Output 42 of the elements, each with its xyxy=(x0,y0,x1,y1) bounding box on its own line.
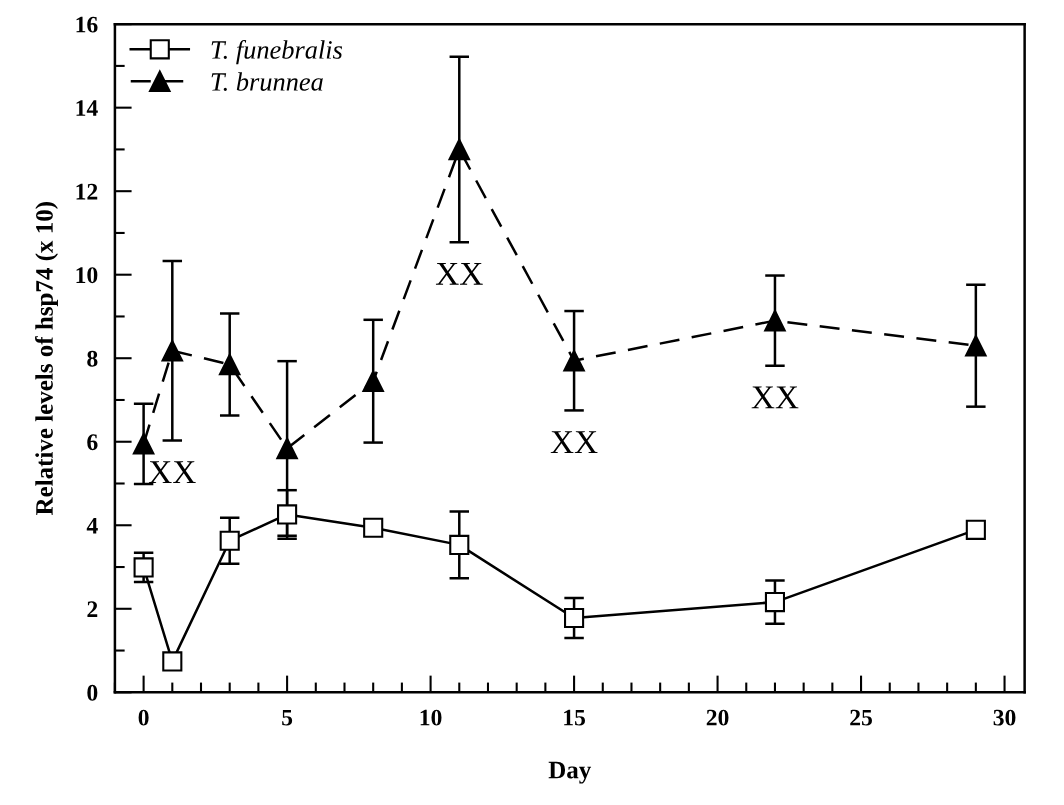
annotation: XX xyxy=(435,262,483,285)
y-tick-label: 4 xyxy=(86,517,98,534)
x-tick-label: 15 xyxy=(564,709,586,726)
point xyxy=(965,334,987,357)
y-tick-label: 6 xyxy=(87,434,98,451)
point xyxy=(965,519,986,540)
point xyxy=(219,530,240,551)
point xyxy=(162,651,183,672)
x-tick-label: 0 xyxy=(138,709,149,726)
legend-label: T. funebralis xyxy=(211,39,343,65)
annotation: XX xyxy=(148,461,196,484)
x-tick-label: 20 xyxy=(706,709,729,726)
point xyxy=(133,557,154,578)
annotation: XX xyxy=(550,431,598,453)
y-tick-label: 8 xyxy=(87,350,98,367)
point xyxy=(218,353,241,376)
point xyxy=(132,433,155,455)
y-tick-label: 10 xyxy=(76,267,98,284)
point xyxy=(764,592,786,613)
legend-label: T. brunnea xyxy=(211,72,323,91)
point xyxy=(363,517,384,538)
point xyxy=(362,370,384,392)
point xyxy=(564,607,585,629)
point xyxy=(448,138,471,161)
y-tick-label: 12 xyxy=(76,183,98,200)
point xyxy=(277,504,298,525)
x-tick-label: 5 xyxy=(282,709,293,726)
point xyxy=(563,349,585,372)
x-tick-label: 10 xyxy=(420,709,442,726)
y-tick-label: 14 xyxy=(76,100,98,116)
x-tick-label: 25 xyxy=(850,709,872,726)
x-tick-label: 30 xyxy=(993,709,1016,726)
annotation: XX xyxy=(751,386,799,409)
point xyxy=(276,437,298,460)
y-tick-label: 16 xyxy=(76,16,98,33)
y-tick-label: 0 xyxy=(87,684,98,701)
x-axis-title: Day xyxy=(548,761,592,784)
point xyxy=(764,309,786,332)
y-axis-title: Relative levels of hsp74 (x 10) xyxy=(35,202,58,516)
point xyxy=(161,339,184,362)
y-tick-label: 2 xyxy=(87,601,98,617)
point xyxy=(449,534,470,555)
